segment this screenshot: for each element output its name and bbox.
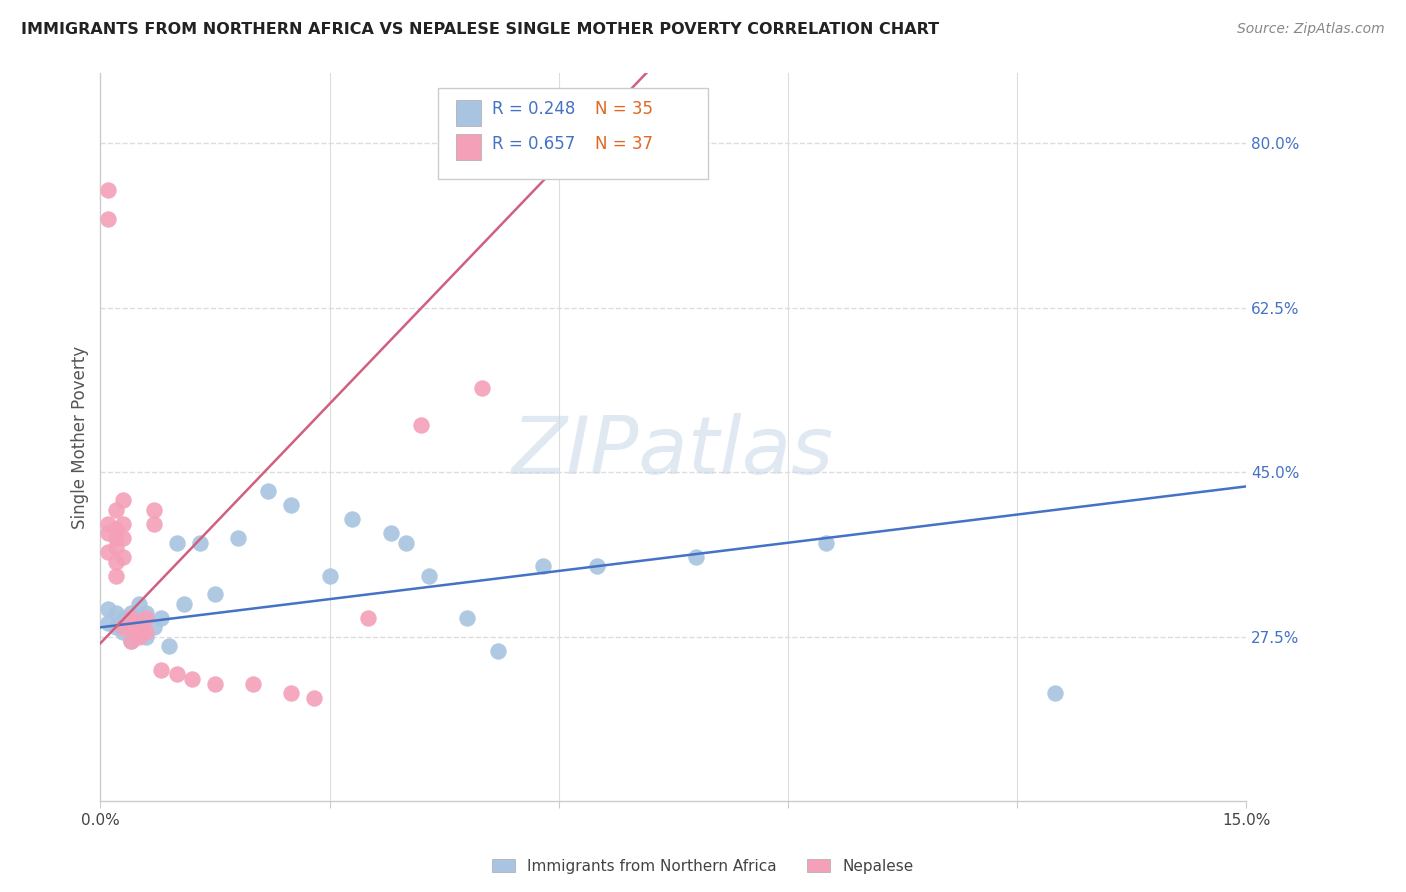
Point <box>181 672 204 686</box>
Point <box>128 620 150 634</box>
Point <box>166 535 188 549</box>
Point <box>395 535 418 549</box>
Point <box>128 615 150 630</box>
Point <box>97 601 120 615</box>
Point <box>166 667 188 681</box>
Text: R = 0.657: R = 0.657 <box>492 136 575 153</box>
Point <box>685 549 707 564</box>
Point <box>112 516 135 531</box>
Point <box>120 615 142 630</box>
Point <box>112 615 135 630</box>
Point <box>318 568 340 582</box>
Point <box>120 634 142 648</box>
Point <box>135 611 157 625</box>
Point <box>104 503 127 517</box>
Point <box>97 615 120 630</box>
Point <box>135 606 157 620</box>
Y-axis label: Single Mother Poverty: Single Mother Poverty <box>72 345 89 529</box>
Point <box>411 418 433 433</box>
Point <box>112 493 135 508</box>
Point <box>586 559 609 574</box>
Point <box>142 516 165 531</box>
Point <box>97 545 120 559</box>
Point <box>204 587 226 601</box>
Point <box>112 531 135 545</box>
Point <box>104 620 127 634</box>
Point <box>120 611 142 625</box>
Text: IMMIGRANTS FROM NORTHERN AFRICA VS NEPALESE SINGLE MOTHER POVERTY CORRELATION CH: IMMIGRANTS FROM NORTHERN AFRICA VS NEPAL… <box>21 22 939 37</box>
Point <box>418 568 440 582</box>
Point <box>242 676 264 690</box>
Point <box>112 620 135 634</box>
Point <box>456 611 478 625</box>
Point <box>97 183 120 197</box>
Point <box>486 644 509 658</box>
Point <box>135 630 157 644</box>
Point <box>97 211 120 226</box>
Text: ZIPatlas: ZIPatlas <box>512 413 834 491</box>
Point <box>173 597 195 611</box>
Point <box>128 597 150 611</box>
FancyBboxPatch shape <box>456 134 481 161</box>
Point <box>257 484 280 499</box>
Text: Source: ZipAtlas.com: Source: ZipAtlas.com <box>1237 22 1385 37</box>
Point <box>97 526 120 541</box>
Point <box>1045 686 1067 700</box>
Legend: Immigrants from Northern Africa, Nepalese: Immigrants from Northern Africa, Nepales… <box>486 853 920 880</box>
Point <box>533 559 555 574</box>
Point <box>112 625 135 640</box>
Point <box>342 512 364 526</box>
Text: N = 35: N = 35 <box>595 101 654 119</box>
Point <box>97 516 120 531</box>
Point <box>128 620 150 634</box>
Point <box>142 503 165 517</box>
Text: R = 0.248: R = 0.248 <box>492 101 575 119</box>
Point <box>120 620 142 634</box>
Point <box>150 663 173 677</box>
Point <box>120 634 142 648</box>
Point <box>104 541 127 555</box>
Point <box>226 531 249 545</box>
Point <box>104 606 127 620</box>
Point <box>188 535 211 549</box>
Point <box>120 606 142 620</box>
Point <box>380 526 402 541</box>
Point <box>135 625 157 640</box>
Point <box>104 568 127 582</box>
Text: N = 37: N = 37 <box>595 136 654 153</box>
Point <box>112 611 135 625</box>
Point <box>104 522 127 536</box>
Point <box>142 620 165 634</box>
Point <box>104 555 127 569</box>
Point <box>304 690 326 705</box>
Point <box>471 381 494 395</box>
FancyBboxPatch shape <box>456 100 481 126</box>
Point <box>280 686 302 700</box>
Point <box>815 535 838 549</box>
Point <box>280 498 302 512</box>
Point <box>128 630 150 644</box>
FancyBboxPatch shape <box>439 87 707 178</box>
Point <box>157 639 180 653</box>
Point <box>104 531 127 545</box>
Point <box>204 676 226 690</box>
Point <box>112 549 135 564</box>
Point <box>357 611 380 625</box>
Point <box>150 611 173 625</box>
